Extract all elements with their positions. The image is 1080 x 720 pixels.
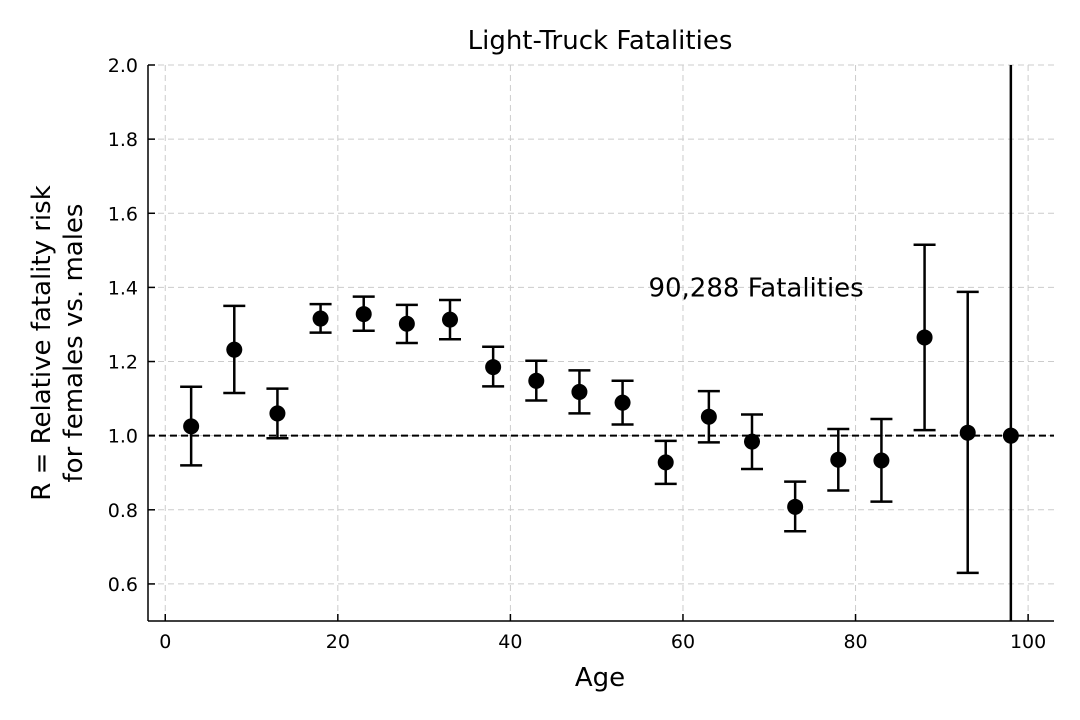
x-axis-label: Age [575,663,625,693]
y-tick-label-1.2: 1.2 [108,352,138,374]
data-point-17 [916,329,933,346]
data-point-7 [485,359,502,376]
data-point-1 [226,341,243,358]
data-point-16 [873,452,890,469]
y-tick-label-1.8: 1.8 [108,129,138,151]
data-point-11 [657,454,674,471]
data-point-10 [614,394,631,411]
y-tick-label-1.4: 1.4 [108,277,138,299]
y-tick-label-1.6: 1.6 [108,203,138,225]
data-point-13 [744,433,760,450]
data-point-3 [312,310,329,327]
data-point-4 [355,306,372,323]
data-point-6 [442,311,458,328]
x-tick-label-40: 40 [498,631,522,653]
data-point-9 [571,383,588,400]
data-points [183,306,1019,515]
data-point-8 [528,372,545,389]
axes: 0 20 40 60 80 100 0.6 0.8 1.0 1.2 1.4 1.6 1.8 2.0 [108,55,1054,653]
data-point-5 [398,315,415,332]
x-tick-label-0: 0 [159,631,171,653]
data-point-14 [787,498,804,515]
data-point-0 [183,418,200,435]
y-axis-label: R = Relative fatality risk for females v… [27,185,89,501]
chart-title: Light-Truck Fatalities [468,26,733,56]
grid-layer [148,64,1054,621]
x-tick-label-80: 80 [843,631,867,653]
x-tick-label-20: 20 [326,631,350,653]
data-point-12 [700,408,717,425]
y-axis-label-line-2: for females vs. males [59,204,89,483]
annotation-fatalities: 90,288 Fatalities [648,273,863,303]
data-point-15 [830,451,847,468]
data-point-2 [269,405,286,422]
x-tick-label-100: 100 [1010,631,1046,653]
y-tick-label-2: 2.0 [108,55,138,77]
data-point-19 [1002,427,1019,444]
y-tick-label-1: 1.0 [108,426,138,448]
y-axis-label-line-1: R = Relative fatality risk [27,185,57,501]
error-bars [180,65,1013,621]
y-tick-label-0.6: 0.6 [108,574,138,596]
data-point-18 [959,424,976,441]
y-tick-label-0.8: 0.8 [108,500,138,522]
x-tick-label-60: 60 [671,631,695,653]
